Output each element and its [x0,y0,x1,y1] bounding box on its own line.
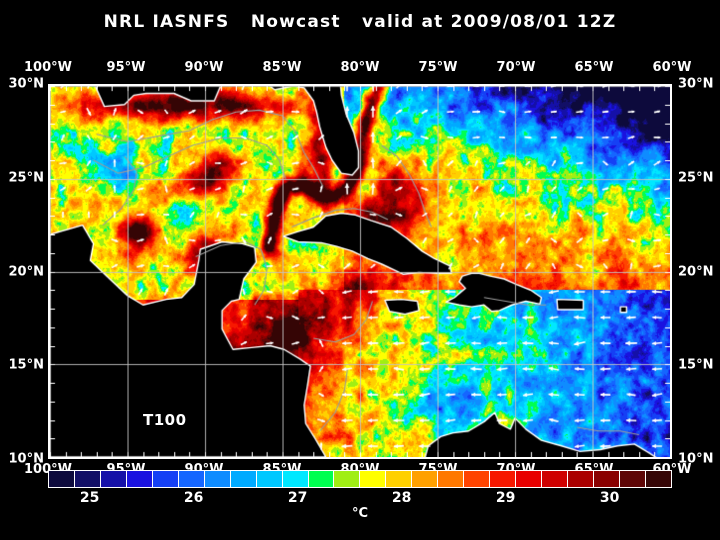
colorbar-swatch [282,471,309,487]
y-axis-tick-label: 25°N [8,170,44,186]
y-axis-tick-label: 20°N [8,264,44,279]
variable-annotation: T100 [143,411,187,429]
colorbar-swatch [386,471,413,487]
colorbar-swatch [516,471,543,487]
colorbar-swatch [126,471,153,487]
colorbar-swatch [412,471,439,487]
colorbar-swatch [74,471,101,487]
y-axis-tick-label: 25°N [678,170,714,186]
x-axis-tick-label: 80°W [340,60,380,75]
colorbar-tick-label: 25 [79,490,100,506]
colorbar-swatch [594,471,620,487]
figure-title: NRL IASNFS Nowcast valid at 2009/08/01 1… [103,12,617,32]
colorbar-swatch [619,471,646,487]
colorbar-tick-label: 29 [495,490,516,506]
colorbar-swatch [100,471,127,487]
y-axis-tick-label: 30°N [8,76,44,92]
x-axis-tick-label: 85°W [262,60,302,75]
colorbar-swatch [204,471,231,487]
y-axis-tick-label: 20°N [678,264,714,279]
colorbar-swatch [464,471,491,487]
map-plot-area[interactable] [48,84,672,459]
colorbar-swatch [568,471,595,487]
colorbar-swatch [438,471,465,487]
colorbar-tick-label: 30 [599,490,620,506]
colorbar-swatch [334,471,361,487]
colorbar-swatch [490,471,517,487]
y-axis-tick-label: 10°N [678,451,714,467]
x-axis-tick-label: 65°W [574,60,614,75]
colorbar-swatch [152,471,179,487]
colorbar-swatch [360,471,387,487]
colorbar-swatch [308,471,335,487]
colorbar[interactable] [48,470,672,488]
colorbar-tick-label: 26 [183,490,204,506]
x-axis-tick-label: 100°W [24,60,72,75]
y-axis-tick-label: 15°N [678,357,714,373]
colorbar-swatch [645,471,671,487]
x-axis-tick-label: 95°W [106,60,146,75]
x-axis-tick-label: 70°W [496,60,536,75]
colorbar-tick-label: 27 [287,490,308,506]
colorbar-swatch [256,471,283,487]
colorbar-swatch [542,471,569,487]
y-axis-tick-label: 10°N [8,451,44,467]
colorbar-swatch [178,471,205,487]
y-axis-tick-label: 30°N [678,76,714,92]
colorbar-unit-label: °C [351,506,369,521]
x-axis-tick-label: 90°W [184,60,224,75]
colorbar-swatch [49,471,75,487]
colorbar-swatch [230,471,257,487]
sst-field-canvas [50,86,670,457]
y-axis-tick-label: 15°N [8,357,44,373]
x-axis-tick-label: 60°W [652,60,692,75]
colorbar-tick-label: 28 [391,490,412,506]
x-axis-tick-label: 75°W [418,60,458,75]
